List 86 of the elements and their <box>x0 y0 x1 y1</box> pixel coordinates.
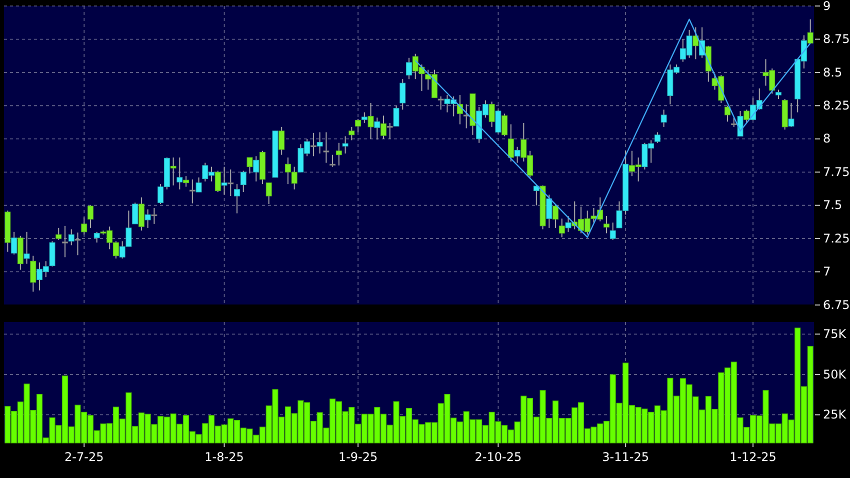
candlestick <box>24 231 30 264</box>
candlestick <box>253 156 260 182</box>
candlestick <box>81 216 88 236</box>
y-tick-label: 9 <box>823 0 831 13</box>
candlestick <box>196 176 202 193</box>
candlestick <box>546 194 552 228</box>
candlestick <box>74 232 81 256</box>
candlestick <box>88 204 94 228</box>
candlestick <box>368 102 374 140</box>
candlestick <box>438 96 444 110</box>
candlestick <box>234 184 240 214</box>
candlestick <box>400 78 406 110</box>
candlestick <box>336 142 342 166</box>
x-tick-label: 1-8-25 <box>204 450 244 464</box>
candlestick <box>495 109 502 134</box>
candlestick <box>214 170 221 193</box>
candlestick <box>240 170 246 193</box>
y-tick-label: 75K <box>823 326 848 341</box>
y-tick-label: 7.75 <box>823 164 850 179</box>
candlestick <box>660 109 667 128</box>
y-tick-label: 25K <box>823 408 848 422</box>
candlestick <box>386 122 393 140</box>
candlestick <box>246 156 253 174</box>
candlestick <box>49 240 56 267</box>
y-tick-label: 50K <box>823 367 848 382</box>
candlestick <box>380 115 386 140</box>
candlestick <box>323 132 330 164</box>
candlestick <box>132 202 138 224</box>
y-tick-label: 8.25 <box>823 98 850 113</box>
candlestick <box>11 231 17 255</box>
y-tick-label: 8.5 <box>823 65 842 80</box>
candlestick <box>221 166 228 196</box>
candlestick <box>56 227 62 240</box>
candlestick <box>266 182 272 205</box>
candlestick <box>183 176 189 188</box>
candlestick <box>189 178 196 204</box>
candlestick <box>330 154 336 168</box>
candlestick <box>228 168 234 197</box>
candlestick <box>355 118 361 133</box>
candlestick <box>68 228 74 246</box>
candlestick <box>463 104 470 129</box>
candlestick <box>604 215 610 234</box>
candlestick <box>744 109 750 124</box>
y-tick-label: 8.75 <box>823 32 850 46</box>
candlestick <box>776 89 782 100</box>
x-tick-label: 2-10-25 <box>474 450 522 464</box>
y-tick-label: 7.5 <box>823 198 842 212</box>
candlestick <box>310 132 316 157</box>
candlestick <box>348 126 355 141</box>
candlestick <box>565 215 572 232</box>
candlestick <box>508 124 514 162</box>
candlestick <box>724 105 730 122</box>
candlestick <box>361 112 368 124</box>
candlestick <box>138 196 144 232</box>
candlestick <box>692 26 699 60</box>
y-tick-label: 8 <box>823 132 831 146</box>
candlestick <box>278 126 285 156</box>
candlestick <box>558 218 565 238</box>
candlestick <box>94 231 100 244</box>
candlestick <box>151 207 158 224</box>
candlestick <box>552 204 558 228</box>
candlestick <box>502 113 508 137</box>
candlestick <box>316 132 323 154</box>
candlestick <box>514 146 520 164</box>
x-tick-label: 3-11-25 <box>602 450 650 464</box>
candlestick <box>807 18 814 44</box>
candlestick <box>176 156 183 190</box>
candlestick <box>788 102 794 128</box>
candlestick <box>374 117 380 140</box>
candlestick <box>610 222 616 240</box>
candlestick <box>533 184 540 206</box>
candlestick <box>488 101 495 128</box>
y-tick-label: 6.75 <box>823 298 850 312</box>
candlestick <box>30 255 36 292</box>
x-tick-label: 1-12-25 <box>730 450 776 464</box>
x-tick-label: 2-7-25 <box>64 450 104 464</box>
candlestick <box>170 156 176 186</box>
x-tick-label: 1-9-25 <box>338 450 378 464</box>
candlestick <box>654 132 660 144</box>
candlestick <box>62 225 68 258</box>
y-tick-label: 7 <box>823 264 831 279</box>
candlestick <box>393 105 400 127</box>
candlestick <box>342 136 348 154</box>
candlestick <box>144 208 151 228</box>
candlestick <box>406 57 412 80</box>
y-tick-label: 7.25 <box>823 231 850 246</box>
